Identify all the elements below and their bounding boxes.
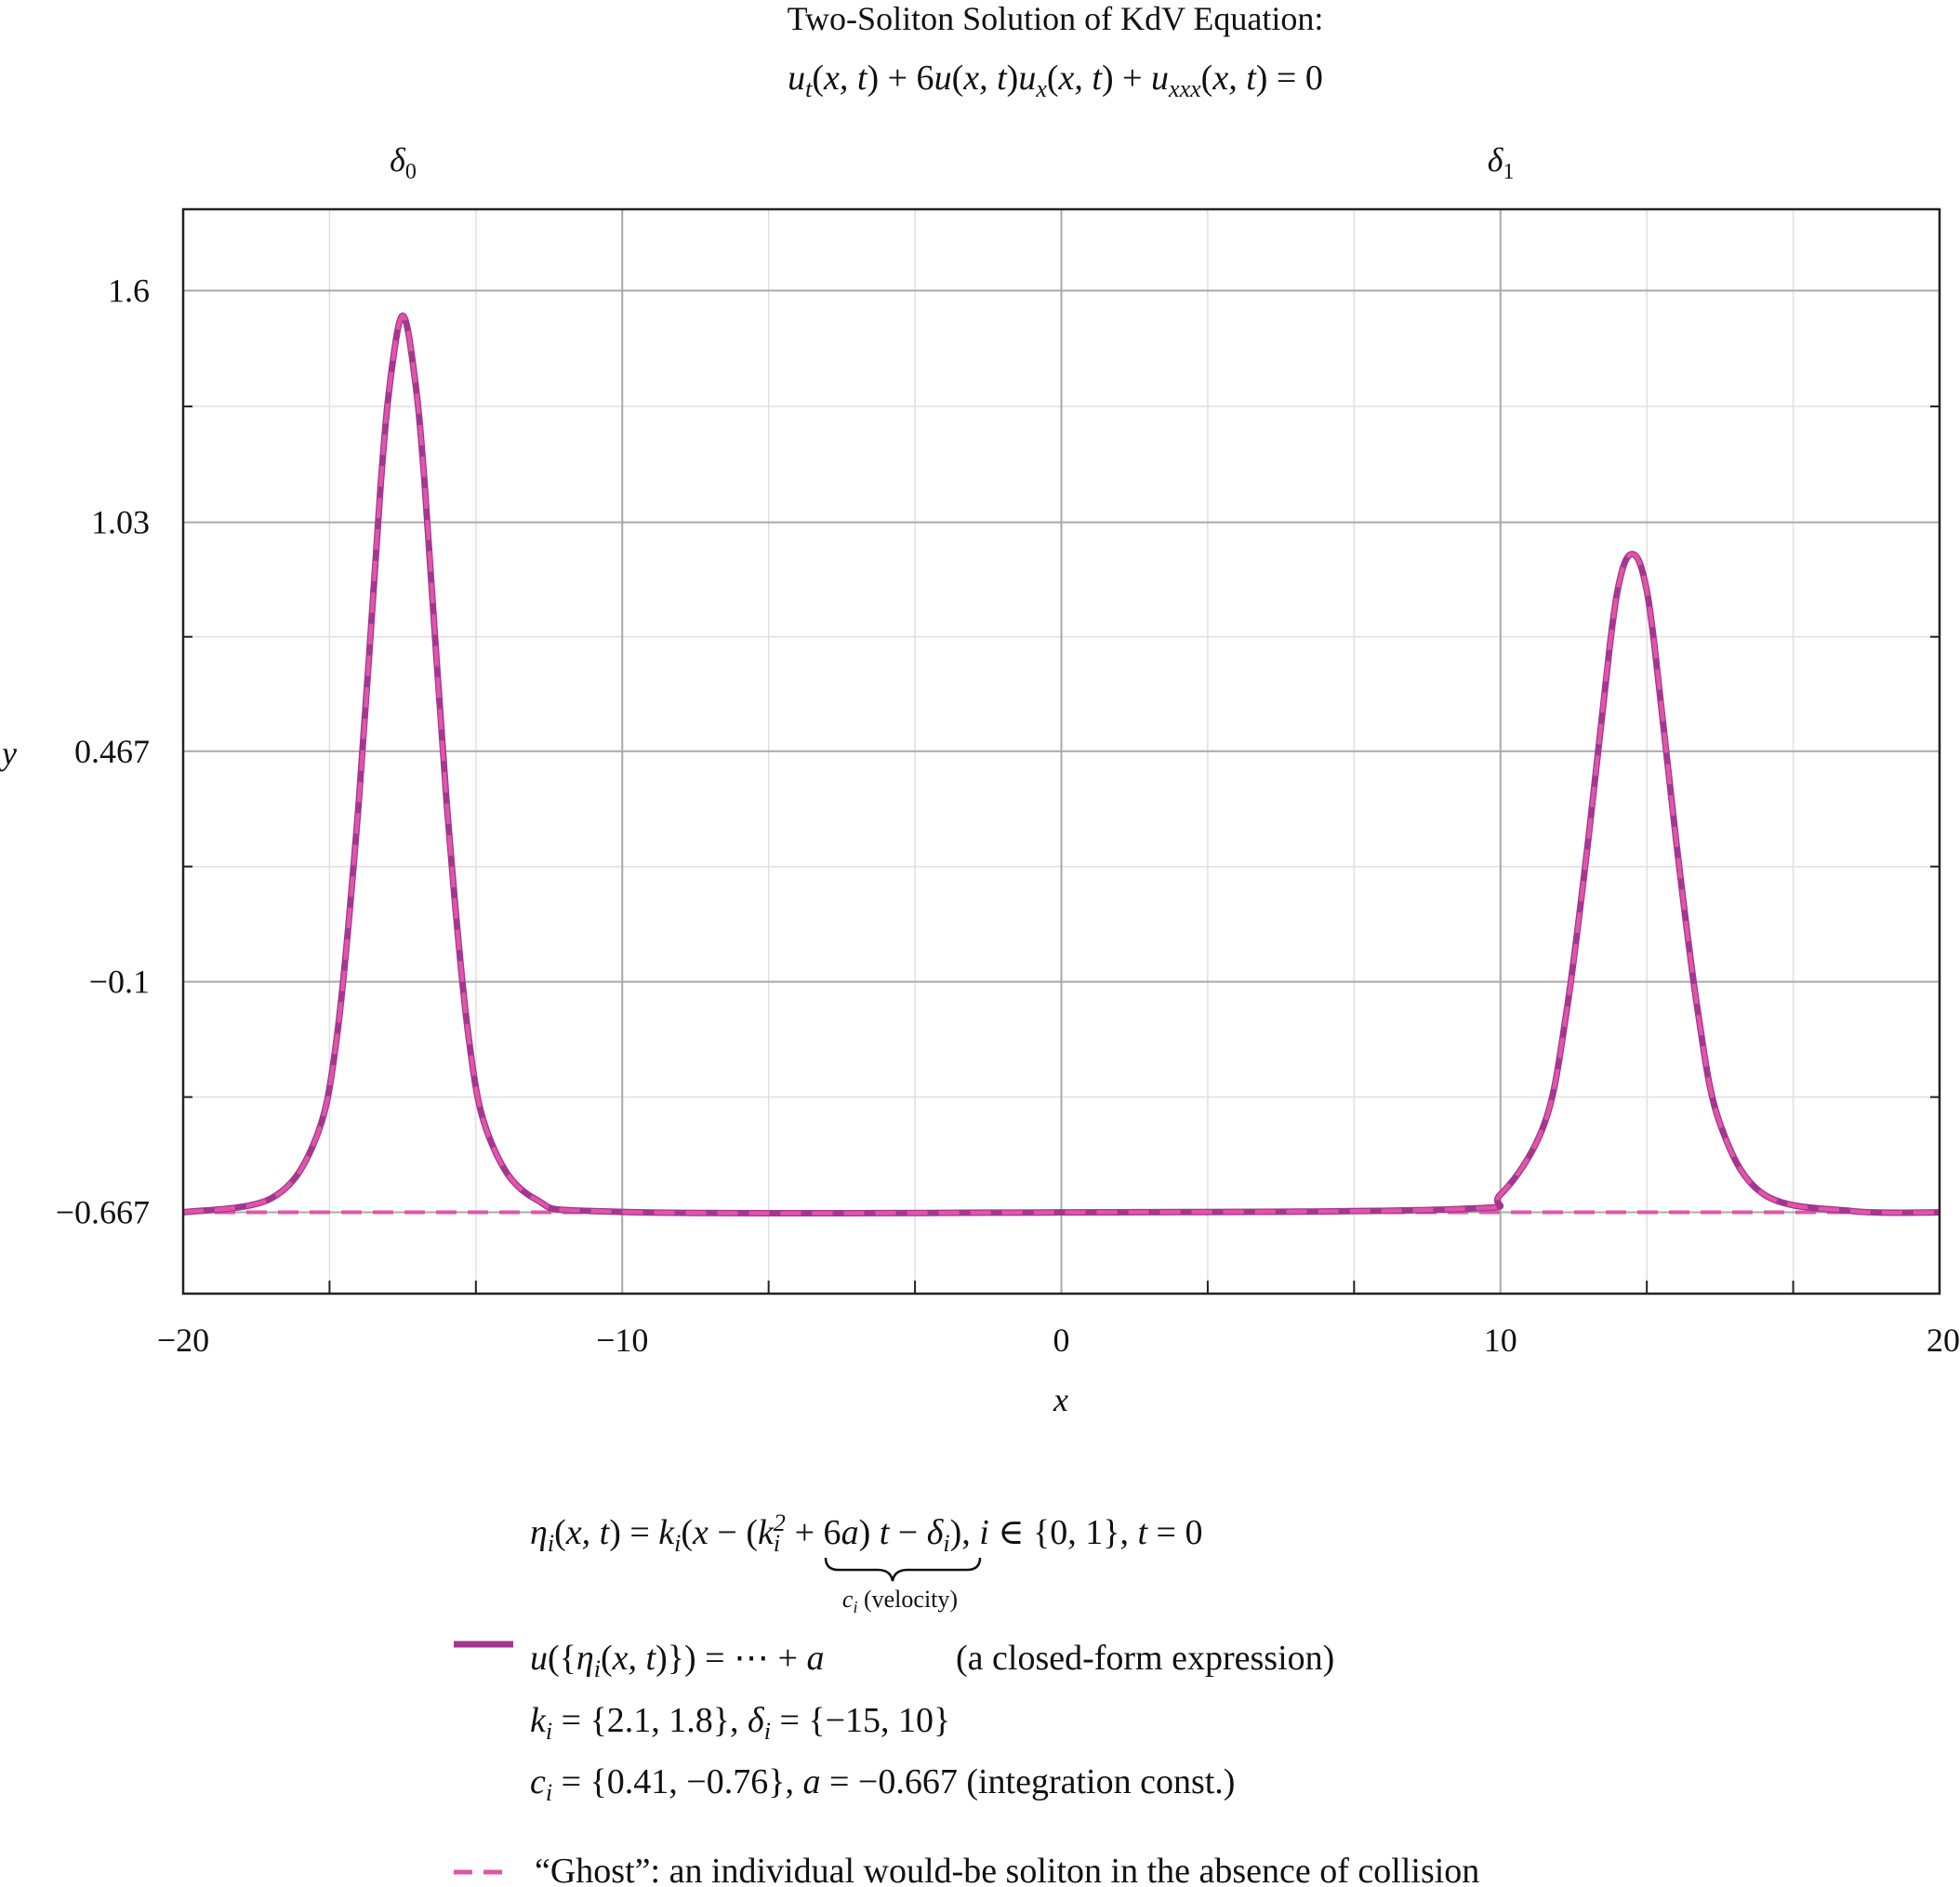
legend-k-delta: ki = {2.1, 1.8}, δi = {−15, 10} <box>530 1701 950 1745</box>
series-layer <box>182 312 1940 1217</box>
velocity-label: ci (velocity) <box>842 1586 958 1616</box>
axis-ticks <box>183 405 1940 1294</box>
velocity-underbrace <box>824 1557 982 1582</box>
y-tick-label: 1.03 <box>91 504 150 541</box>
x-tick-label: −20 <box>157 1322 209 1359</box>
legend-ghost-label: “Ghost”: an individual would-be soliton … <box>535 1852 1479 1887</box>
x-tick-label: −10 <box>596 1322 648 1359</box>
y-tick-label: −0.1 <box>89 963 150 1001</box>
y-tick-label: −0.667 <box>56 1194 150 1231</box>
y-tick-label: 1.6 <box>108 272 150 309</box>
chart-equation: ut(x, t) + 6u(x, t)ux(x, t) + uxxx(x, t)… <box>788 59 1323 102</box>
top-tick-label: δ0 <box>390 141 417 184</box>
legend-c-a: ci = {0.41, −0.76}, a = −0.667 (integrat… <box>530 1762 1235 1806</box>
legend-u-expression: u({ηi(x, t)}) = ⋯ + a <box>530 1639 825 1682</box>
major-gridlines <box>182 209 1940 1294</box>
x-tick-label: 10 <box>1484 1322 1517 1359</box>
legend-eta-equation: ηi(x, t) = ki(x − (k2 i + 6a) t − δi), i … <box>530 1509 1202 1557</box>
chart-title: Two-Soliton Solution of KdV Equation: <box>788 0 1324 37</box>
x-tick-label: 0 <box>1053 1322 1070 1359</box>
tick-labels: −20 −10 0 10 20 −0.667 −0.1 0.467 1.03 1.6 δ0 δ1 <box>56 141 1960 1359</box>
x-axis-label: x <box>1053 1381 1068 1418</box>
y-tick-label: 0.467 <box>74 733 150 770</box>
legend-u-note: (a closed-form expression) <box>956 1639 1334 1678</box>
top-tick-label: δ1 <box>1488 141 1515 184</box>
plot-frame <box>181 207 1941 1296</box>
y-axis-label: y <box>0 735 17 772</box>
x-tick-label: 20 <box>1927 1322 1960 1359</box>
legend: ηi(x, t) = ki(x − (k2 i + 6a) t − δi), i … <box>454 1509 1479 1887</box>
ghost-soliton-line <box>182 313 1940 1216</box>
